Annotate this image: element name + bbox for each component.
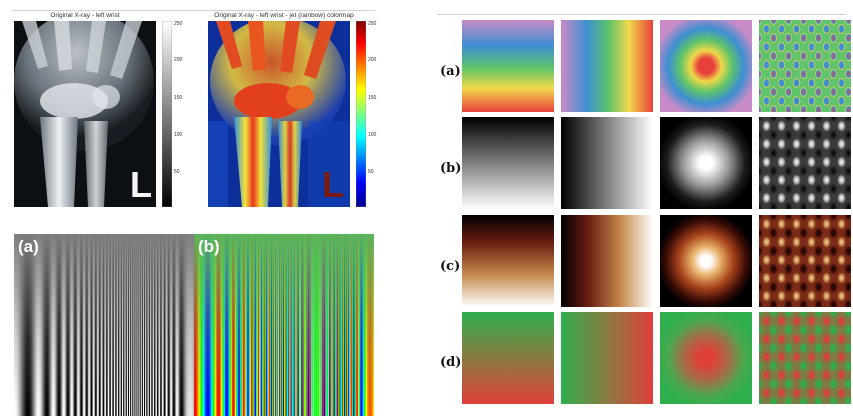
jet-tick-50: 50 [368, 169, 374, 175]
row-label-c: (c) [440, 259, 461, 274]
tile-d-pattern [759, 312, 851, 404]
tile-a-horizontal [561, 20, 653, 112]
tile-c-radial [660, 215, 752, 307]
top-rule-left [12, 10, 375, 11]
tile-d-radial [660, 312, 752, 404]
tile-a-radial [660, 20, 752, 112]
row-label-b: (b) [440, 161, 462, 176]
top-rule-right [437, 14, 847, 15]
row-label-a: (a) [440, 64, 461, 79]
tile-b-horizontal [561, 117, 653, 209]
xray-right-marker: L [322, 164, 344, 205]
tile-c-horizontal [561, 215, 653, 307]
xray-left-marker: L [130, 164, 152, 205]
jet-tick-100: 100 [368, 132, 377, 138]
jet-tick-150: 150 [368, 95, 377, 101]
tile-b-vertical [462, 117, 554, 209]
gray-tick-250: 250 [174, 21, 183, 27]
gray-tick-100: 100 [174, 132, 183, 138]
tile-c-vertical [462, 215, 554, 307]
chirp-figure [14, 234, 374, 416]
grayscale-colorbar [162, 21, 172, 207]
row-label-d: (d) [440, 355, 462, 370]
gray-tick-200: 200 [174, 57, 183, 63]
tile-d-horizontal [561, 312, 653, 404]
jet-colorbar [356, 21, 366, 207]
chirp-label-a: (a) [18, 237, 39, 256]
tile-a-vertical [462, 20, 554, 112]
gray-tick-50: 50 [174, 169, 180, 175]
tile-b-pattern [759, 117, 851, 209]
tile-a-pattern [759, 20, 851, 112]
xray-right-title: Original X-ray - left wrist - jet (rainb… [214, 12, 354, 19]
xray-grayscale-image: L [14, 21, 156, 207]
xray-jet-image: L [208, 21, 350, 207]
gray-tick-150: 150 [174, 95, 183, 101]
jet-tick-200: 200 [368, 57, 377, 63]
tile-d-vertical [462, 312, 554, 404]
chirp-label-b: (b) [198, 237, 220, 256]
tile-c-pattern [759, 215, 851, 307]
tile-b-radial [660, 117, 752, 209]
xray-left-title: Original X-ray - left wrist [50, 12, 120, 19]
jet-tick-250: 250 [368, 21, 377, 27]
